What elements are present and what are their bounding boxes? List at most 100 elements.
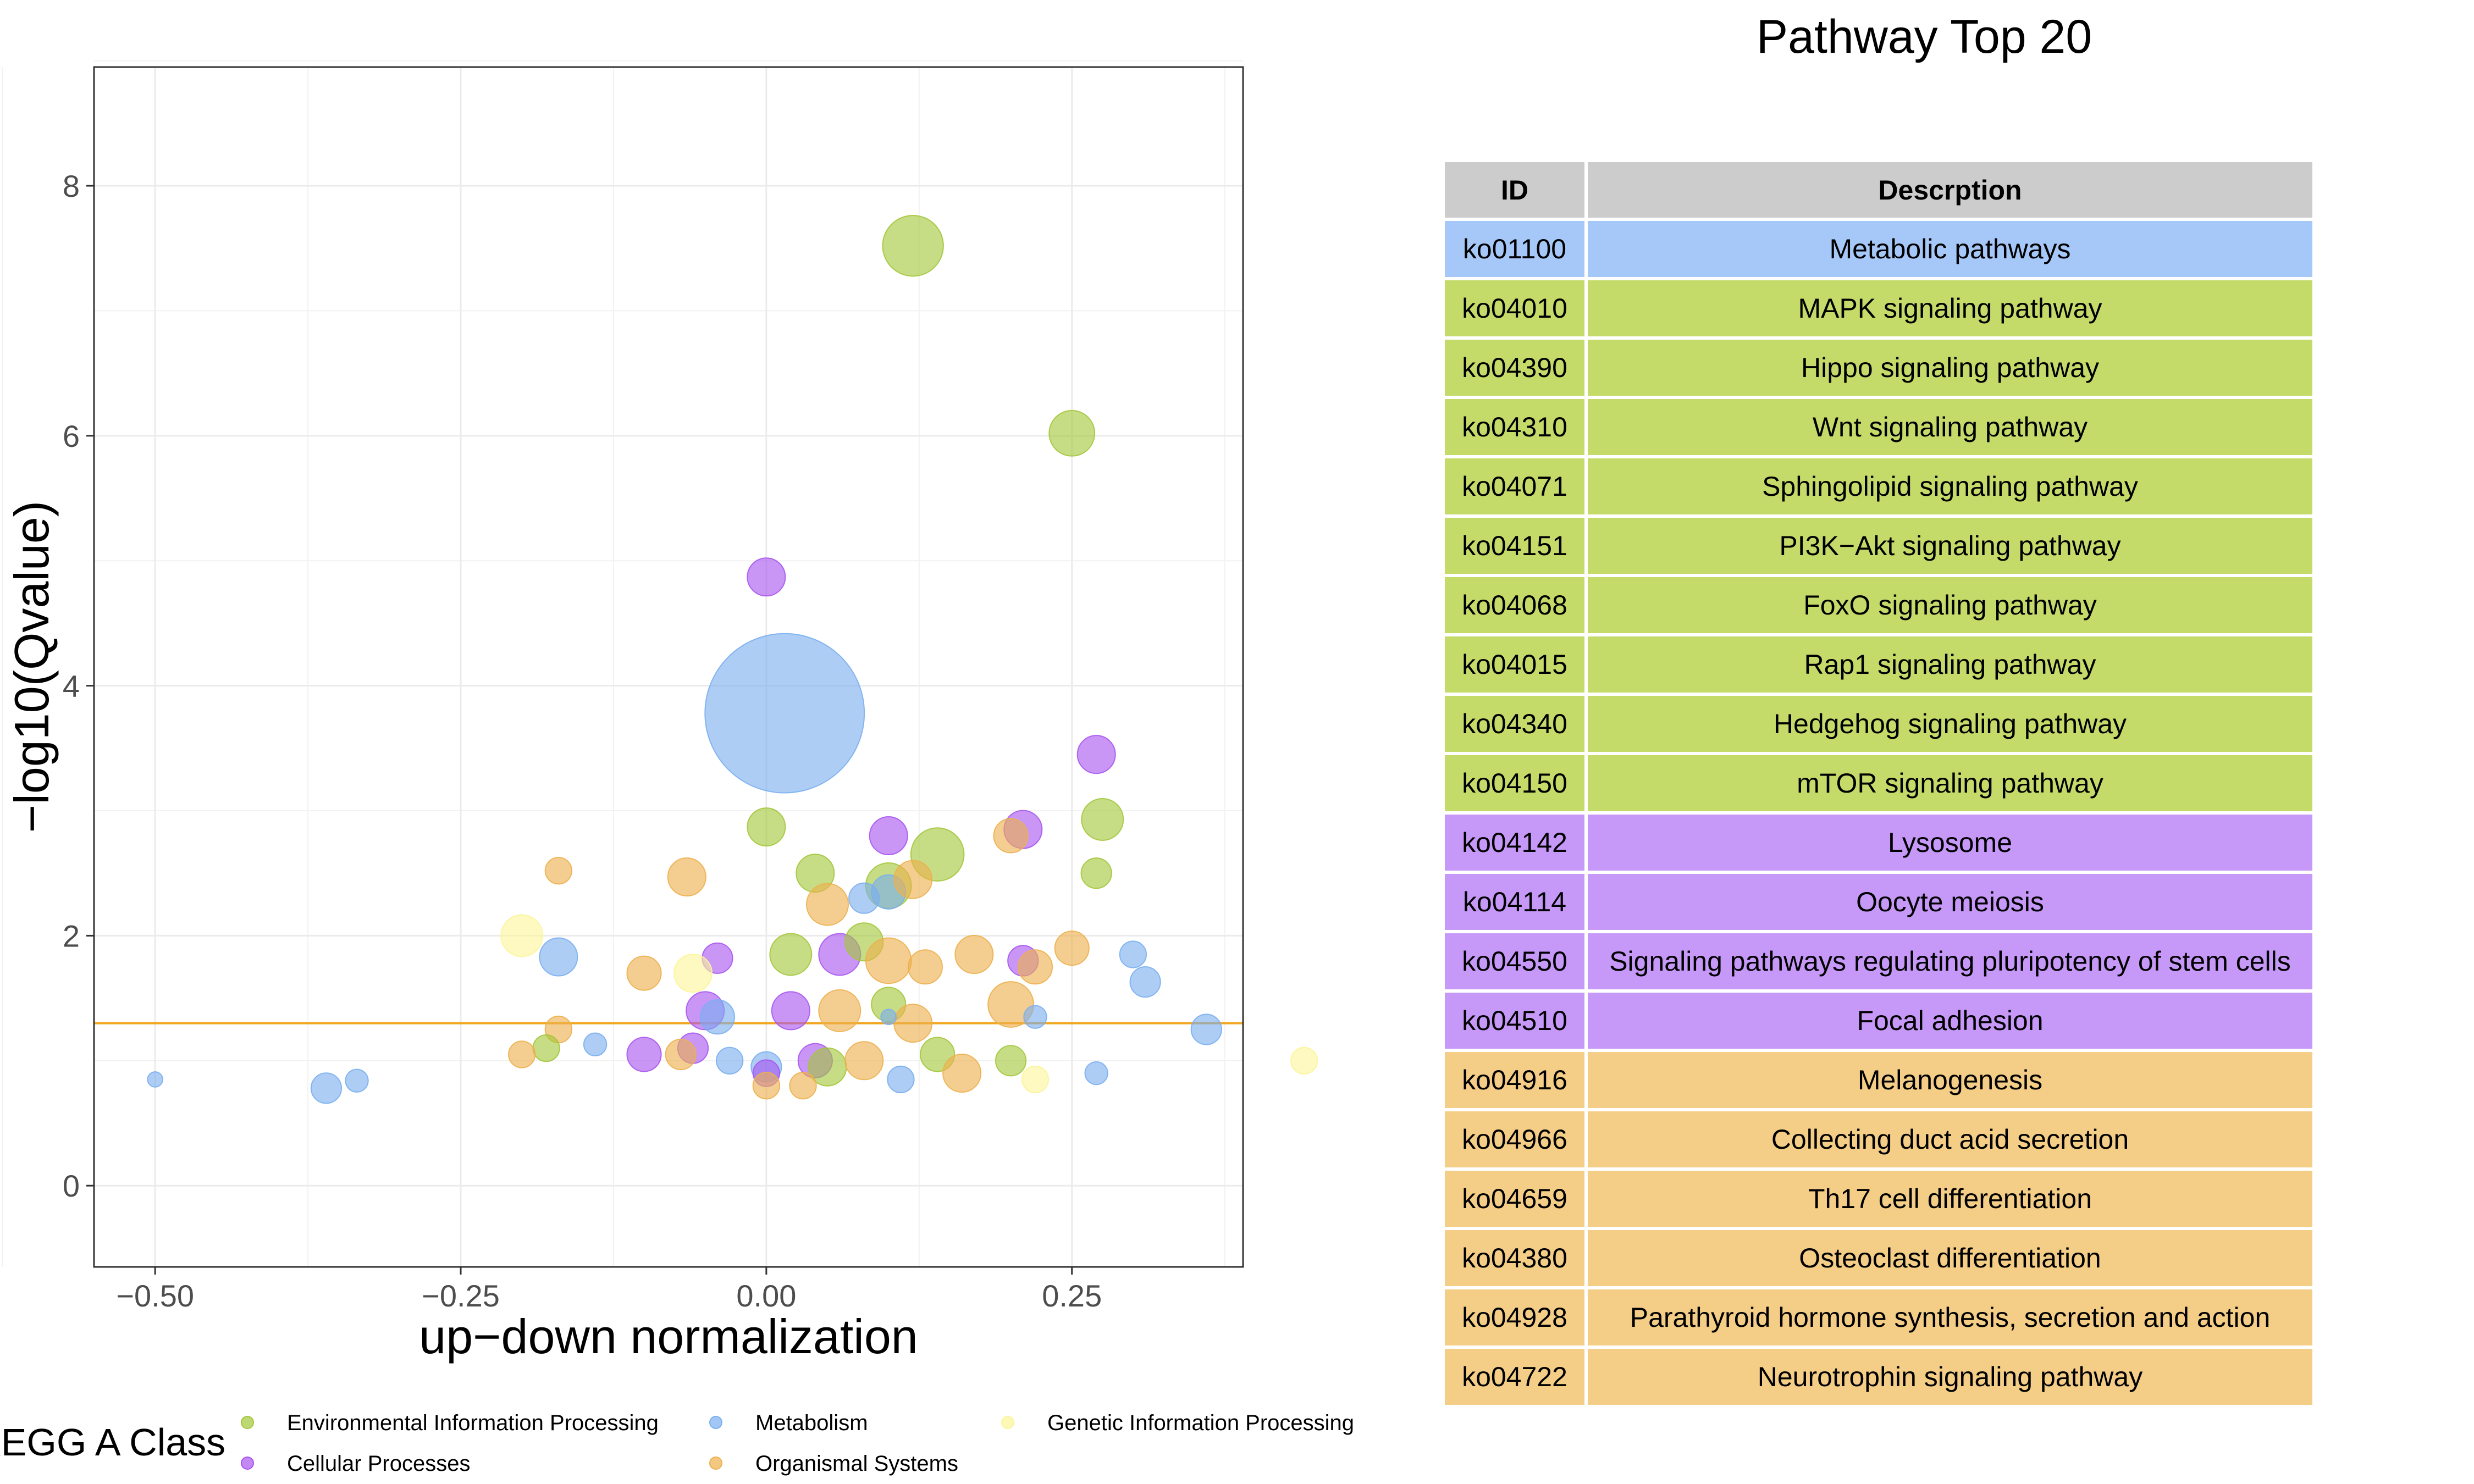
data-point (818, 989, 862, 1032)
data-point (310, 1072, 343, 1104)
table-row: ko04722 Neurotrophin signaling pathway (1445, 1349, 2312, 1405)
bubble-chart: −0.50 −0.25 0.00 0.25 0 2 4 6 8 up−down normali… (0, 60, 1354, 1476)
legend-label: Organismal Systems (755, 1452, 958, 1476)
data-point (769, 933, 813, 976)
data-point (1119, 940, 1147, 968)
table-row: ko04510 Focal adhesion (1445, 993, 2312, 1049)
header-id: ID (1445, 162, 1584, 218)
table-row: ko04015 Rap1 signaling pathway (1445, 636, 2312, 693)
data-point (771, 991, 810, 1031)
data-point (1290, 1046, 1318, 1075)
data-point (1081, 798, 1124, 841)
pathway-description-cell: MAPK signaling pathway (1588, 280, 2312, 336)
table-row: ko04340 Hedgehog signaling pathway (1445, 696, 2312, 752)
plot-panel-border (93, 66, 1244, 1268)
pathway-description-cell: Lysosome (1588, 815, 2312, 871)
pathway-description-cell: Signaling pathways regulating pluripoten… (1588, 933, 2312, 989)
pathway-description-cell: mTOR signaling pathway (1588, 755, 2312, 811)
legend-key (709, 1457, 722, 1470)
pathway-description-cell: Hedgehog signaling pathway (1588, 696, 2312, 752)
pathway-description-cell: Collecting duct acid secretion (1588, 1111, 2312, 1167)
pathway-id-cell: ko04071 (1445, 458, 1584, 514)
table-row: ko04114 Oocyte meiosis (1445, 874, 2312, 930)
data-point (882, 214, 944, 277)
pathway-description-cell: Melanogenesis (1588, 1052, 2312, 1108)
data-point (893, 860, 933, 899)
data-point (665, 1038, 697, 1071)
pathway-description-cell: Focal adhesion (1588, 993, 2312, 1049)
grid-lines (2, 60, 1243, 1267)
data-point (844, 1041, 884, 1081)
pathway-id-cell: ko04151 (1445, 518, 1584, 574)
legend: KEGG A Class Environmental Information P… (0, 1411, 1354, 1476)
data-point (887, 1065, 915, 1094)
pathway-description-cell: PI3K−Akt signaling pathway (1588, 518, 2312, 574)
data-point (806, 883, 849, 926)
table-row: ko04310 Wnt signaling pathway (1445, 399, 2312, 455)
table-row: ko04928 Parathyroid hormone synthesis, se… (1445, 1289, 2312, 1345)
data-point (626, 955, 662, 991)
header-description: Descrption (1588, 162, 2312, 218)
pathway-id-cell: ko04722 (1445, 1349, 1584, 1405)
pathway-id-cell: ko04966 (1445, 1111, 1584, 1167)
data-point (544, 857, 573, 885)
data-point (1021, 1065, 1050, 1094)
data-point (752, 1072, 781, 1100)
data-point (500, 914, 544, 957)
table-row: ko04010 MAPK signaling pathway (1445, 280, 2312, 336)
data-point (954, 935, 994, 974)
pathway-description-cell: Wnt signaling pathway (1588, 399, 2312, 455)
data-point (995, 1045, 1027, 1077)
legend-label: Genetic Information Processing (1047, 1411, 1354, 1435)
x-tick-label: −0.50 (116, 1278, 194, 1313)
pathway-id-cell: ko04142 (1445, 815, 1584, 871)
table-row: ko04659 Th17 cell differentiation (1445, 1171, 2312, 1227)
pathway-id-cell: ko04380 (1445, 1230, 1584, 1286)
legend-key (241, 1416, 254, 1429)
data-point (345, 1068, 369, 1093)
data-point (147, 1071, 163, 1088)
data-point (1084, 1061, 1108, 1086)
data-point (1190, 1014, 1222, 1045)
data-point (704, 633, 865, 794)
table-row: ko04550 Signaling pathways regulating plu… (1445, 933, 2312, 989)
data-points (147, 214, 1318, 1104)
pathway-id-cell: ko04659 (1445, 1171, 1584, 1227)
data-point (667, 857, 706, 897)
data-point (987, 981, 1034, 1028)
data-point (869, 816, 908, 855)
pathway-description-cell: FoxO signaling pathway (1588, 577, 2312, 633)
pathway-id-cell: ko04150 (1445, 755, 1584, 811)
pathway-id-cell: ko04310 (1445, 399, 1584, 455)
data-point (583, 1032, 608, 1056)
data-point (893, 1004, 933, 1043)
y-tick-label: 0 (63, 1169, 80, 1203)
pathway-description-cell: Hippo signaling pathway (1588, 340, 2312, 396)
pathway-id-cell: ko04928 (1445, 1289, 1584, 1345)
y-axis-title: −log10(Qvalue) (4, 501, 59, 833)
x-axis-title: up−down normalization (419, 1309, 918, 1364)
legend-key (1001, 1416, 1014, 1429)
table-title: Pathway Top 20 (1756, 10, 2092, 63)
legend-key (709, 1416, 722, 1429)
data-point (532, 1034, 560, 1062)
pathway-id-cell: ko01100 (1445, 221, 1584, 277)
table-row: ko04071 Sphingolipid signaling pathway (1445, 458, 2312, 514)
data-point (508, 1040, 536, 1068)
pathway-id-cell: ko04015 (1445, 636, 1584, 693)
data-point (1076, 735, 1116, 774)
pathway-id-cell: ko04068 (1445, 577, 1584, 633)
pathway-id-cell: ko04010 (1445, 280, 1584, 336)
table-row: ko04151 PI3K−Akt signaling pathway (1445, 518, 2312, 574)
data-point (1129, 966, 1161, 998)
data-point (1080, 857, 1112, 889)
table-row: ko04142 Lysosome (1445, 815, 2312, 871)
pathway-id-cell: ko04114 (1445, 874, 1584, 930)
pathway-description-cell: Sphingolipid signaling pathway (1588, 458, 2312, 514)
y-tick-label: 6 (63, 419, 80, 453)
data-point (1023, 1005, 1047, 1029)
legend-key (241, 1457, 254, 1470)
data-point (539, 937, 578, 977)
data-point (789, 1072, 817, 1100)
table-header-row: ID Descrption (1445, 162, 2312, 218)
